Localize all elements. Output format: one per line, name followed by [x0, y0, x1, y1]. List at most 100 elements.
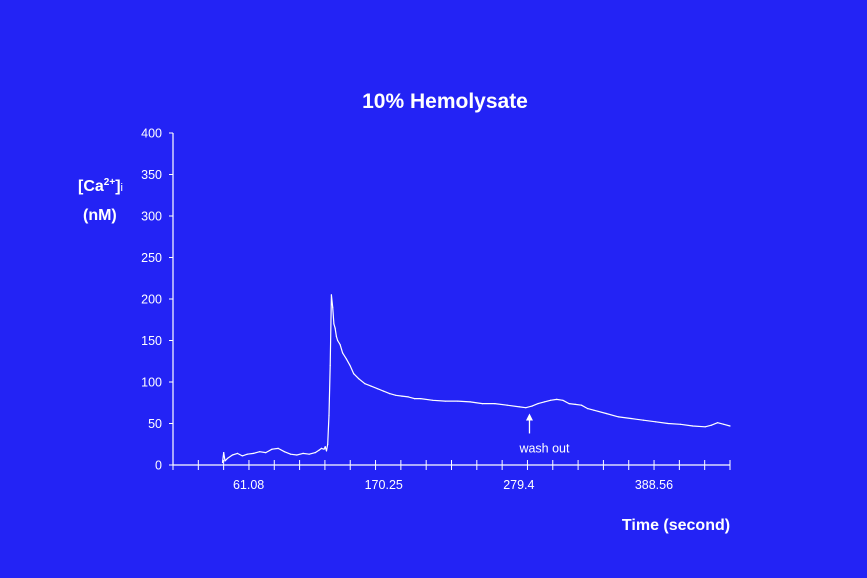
data-point	[328, 414, 330, 416]
data-point	[389, 393, 391, 395]
data-point	[223, 452, 225, 454]
data-point	[246, 453, 248, 455]
data-point	[332, 306, 334, 308]
data-point	[618, 416, 620, 418]
data-point	[723, 423, 725, 425]
y-axis-label: [Ca2+]i	[78, 177, 123, 195]
data-point	[667, 422, 669, 425]
data-point	[224, 460, 226, 462]
data-point	[562, 399, 564, 401]
data-point	[543, 401, 545, 403]
data-point	[364, 383, 366, 385]
data-point	[252, 452, 255, 454]
data-point	[395, 394, 397, 396]
data-point	[382, 390, 384, 392]
data-point	[318, 449, 320, 451]
data-point	[531, 405, 533, 407]
data-point	[221, 461, 224, 464]
data-point	[481, 403, 483, 405]
data-point	[549, 399, 552, 401]
data-point	[407, 396, 409, 398]
data-point	[308, 453, 310, 455]
data-point	[324, 446, 326, 448]
data-point	[401, 395, 403, 397]
data-point	[679, 423, 682, 425]
wash-out-label: wash out	[518, 441, 570, 455]
plot-area	[221, 294, 731, 464]
data-point	[717, 422, 719, 424]
data-point	[226, 457, 229, 459]
data-point	[537, 403, 539, 405]
data-point	[314, 452, 316, 454]
y-tick-label: 300	[141, 210, 162, 224]
data-point	[323, 448, 325, 450]
data-point	[704, 426, 706, 428]
y-axis-label-main: [Ca	[78, 178, 104, 195]
data-point	[290, 453, 292, 455]
x-tick-label: 279.4	[503, 478, 534, 492]
data-point	[271, 448, 273, 450]
data-point	[345, 358, 347, 360]
data-point	[337, 339, 339, 342]
y-axis-label-subscript: i	[121, 182, 123, 194]
y-tick-label: 350	[141, 168, 162, 182]
series-line-0	[221, 294, 731, 463]
data-point	[574, 403, 576, 405]
data-point	[519, 406, 521, 408]
data-point	[692, 425, 694, 427]
data-point	[630, 417, 632, 420]
y-axis-unit: (nM)	[83, 207, 117, 224]
y-tick-label: 150	[141, 334, 162, 348]
data-point	[457, 400, 459, 402]
data-point	[325, 450, 328, 452]
data-point	[342, 352, 344, 354]
data-point	[655, 421, 657, 423]
data-point	[370, 385, 372, 387]
data-point	[506, 404, 508, 406]
data-point	[349, 364, 351, 366]
data-point	[605, 412, 607, 415]
wash-out-arrowhead	[525, 413, 533, 421]
data-point	[327, 443, 329, 445]
data-point	[556, 398, 558, 400]
data-point	[335, 335, 337, 337]
x-ticks: 61.08 170.25 279.4 388.56	[172, 460, 731, 492]
data-point	[358, 378, 360, 380]
data-point	[420, 398, 422, 400]
data-point	[432, 399, 434, 401]
y-axis-label-superscript: 2+	[104, 177, 116, 188]
y-tick-label: 200	[141, 293, 162, 307]
chart-title: 10% Hemolysate	[362, 90, 528, 113]
data-point	[710, 424, 713, 426]
data-point	[413, 398, 415, 400]
data-point	[568, 403, 570, 405]
data-point	[339, 344, 341, 346]
data-point	[333, 323, 335, 325]
data-point	[376, 388, 378, 390]
x-tick-label: 388.56	[635, 478, 673, 492]
y-axis-label-close: ]	[115, 178, 120, 195]
axes	[172, 133, 730, 466]
y-tick-label: 250	[141, 251, 162, 265]
x-axis-label: Time (second)	[622, 517, 730, 534]
data-point	[580, 404, 583, 406]
data-point	[320, 447, 323, 449]
x-tick-label: 170.25	[365, 478, 403, 492]
data-point	[265, 452, 267, 454]
y-ticks: 0 50 100 150 200 250 300 350 400	[141, 127, 173, 473]
data-point	[277, 447, 279, 449]
data-point	[296, 454, 298, 456]
data-point	[241, 455, 243, 457]
data-point	[642, 419, 645, 421]
data-point	[353, 373, 355, 375]
data-point	[330, 294, 332, 296]
data-point	[283, 451, 285, 453]
data-point	[494, 403, 496, 405]
x-tick-label: 61.08	[233, 478, 264, 492]
data-point	[329, 364, 331, 366]
data-point	[231, 454, 233, 456]
wash-out-annotation: wash out	[518, 413, 570, 455]
data-point	[259, 451, 261, 453]
data-point	[236, 452, 238, 454]
